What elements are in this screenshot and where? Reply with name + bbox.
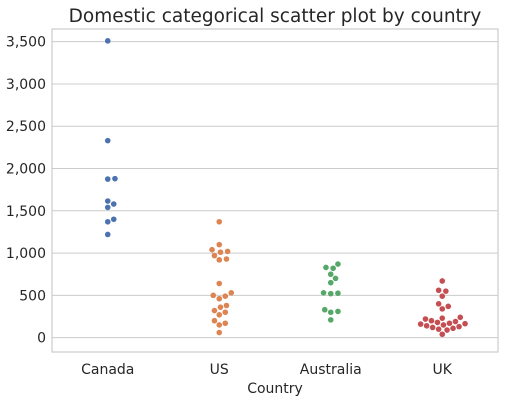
- data-point: [104, 231, 111, 238]
- data-point: [222, 309, 229, 316]
- x-tick-label: UK: [433, 362, 453, 378]
- data-point: [330, 265, 336, 272]
- data-point: [223, 302, 230, 309]
- chart-title: Domestic categorical scatter plot by cou…: [69, 6, 482, 27]
- data-point: [216, 218, 223, 225]
- data-point: [224, 248, 231, 255]
- data-point: [104, 137, 111, 144]
- data-point: [429, 324, 436, 331]
- data-point: [327, 317, 334, 323]
- data-point: [428, 317, 435, 324]
- data-point: [332, 275, 339, 282]
- data-point: [211, 307, 218, 314]
- data-point: [417, 321, 424, 327]
- data-point: [216, 280, 223, 287]
- data-point: [320, 290, 327, 296]
- data-point: [110, 216, 117, 223]
- data-point: [443, 288, 449, 294]
- data-point: [439, 293, 446, 299]
- data-point: [209, 246, 215, 253]
- data-point: [323, 264, 329, 271]
- data-point: [434, 319, 441, 326]
- data-point: [435, 287, 442, 294]
- data-point: [445, 303, 452, 310]
- data-point: [321, 306, 328, 313]
- x-tick-label: US: [210, 362, 229, 378]
- data-point: [216, 257, 223, 263]
- data-point: [422, 316, 429, 322]
- data-point: [440, 322, 447, 328]
- data-point: [223, 256, 230, 262]
- x-axis-ticks: Canada US Australia UK: [81, 362, 453, 378]
- data-point: [228, 290, 235, 296]
- data-point: [457, 314, 464, 321]
- data-point: [456, 323, 462, 330]
- data-point: [104, 218, 111, 225]
- data-point: [110, 201, 117, 207]
- data-point: [435, 301, 442, 307]
- data-point: [217, 304, 224, 310]
- y-tick-label: 0: [37, 331, 46, 347]
- data-point: [104, 198, 111, 204]
- data-point: [222, 320, 229, 327]
- data-point: [104, 38, 111, 44]
- y-tick-label: 1,500: [6, 204, 46, 220]
- y-axis-ticks: 0 500 1,000 1,500 2,000 2,500 3,000 3,500: [6, 35, 46, 347]
- data-point: [446, 320, 453, 327]
- gridlines: [52, 41, 498, 339]
- data-point: [327, 279, 334, 286]
- data-point: [327, 309, 334, 316]
- data-point: [335, 261, 341, 267]
- data-point: [104, 204, 111, 211]
- data-point: [435, 326, 442, 332]
- data-point: [423, 322, 430, 329]
- y-tick-label: 2,500: [6, 119, 46, 135]
- data-point: [439, 315, 446, 321]
- x-tick-label: Canada: [81, 362, 134, 378]
- data-point: [211, 317, 218, 324]
- y-tick-label: 2,000: [6, 162, 46, 178]
- data-point: [444, 327, 450, 333]
- data-point: [439, 306, 446, 312]
- data-point: [327, 290, 334, 297]
- data-point: [222, 293, 229, 299]
- data-point: [335, 308, 341, 315]
- x-axis-label: Country: [247, 381, 303, 397]
- data-point: [462, 320, 468, 327]
- data-point: [217, 249, 224, 256]
- data-points: [104, 38, 468, 338]
- data-point: [216, 241, 223, 248]
- data-point: [210, 292, 217, 299]
- data-point: [216, 311, 223, 318]
- data-point: [216, 322, 223, 328]
- data-point: [439, 278, 446, 284]
- data-point: [112, 175, 118, 182]
- data-point: [327, 271, 334, 278]
- y-tick-label: 500: [19, 288, 46, 304]
- data-point: [450, 325, 456, 332]
- data-point: [452, 318, 459, 325]
- data-point: [104, 176, 111, 182]
- data-point: [216, 295, 223, 302]
- plot-frame: [51, 28, 499, 353]
- y-tick-label: 3,000: [6, 77, 46, 93]
- y-tick-label: 1,000: [6, 246, 46, 262]
- data-point: [211, 252, 218, 259]
- data-point: [216, 329, 223, 336]
- x-tick-label: Australia: [300, 362, 362, 378]
- data-point: [335, 290, 341, 297]
- y-tick-label: 3,500: [6, 35, 46, 51]
- data-point: [439, 331, 446, 338]
